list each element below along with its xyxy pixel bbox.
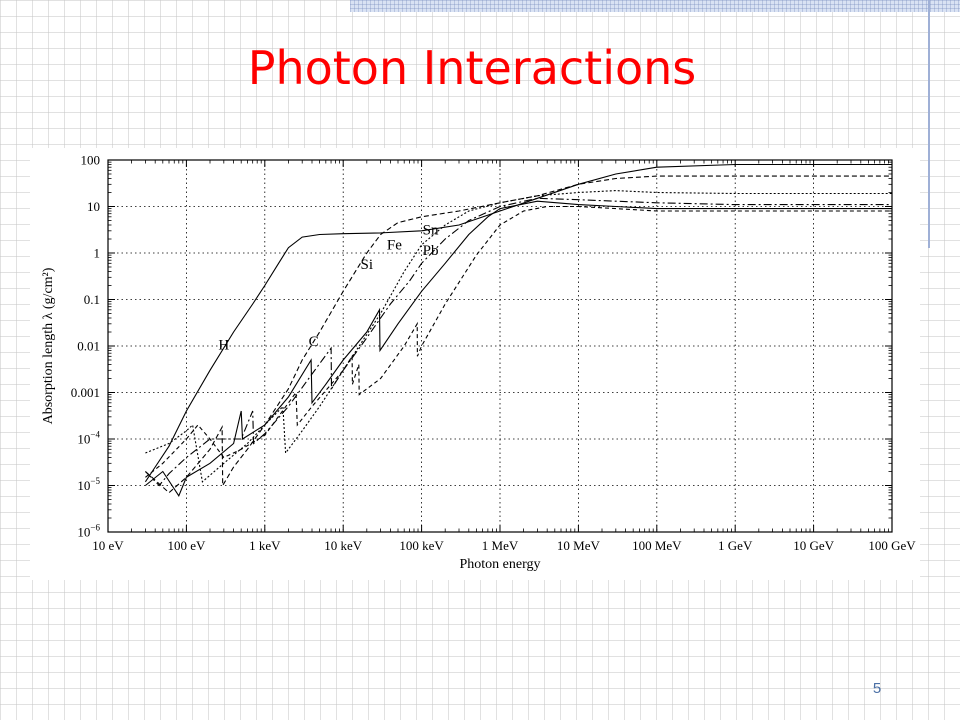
series-line-c (145, 175, 892, 494)
series-line-fe (145, 197, 892, 487)
y-tick-label: 0.1 (84, 292, 100, 307)
y-tick-label: 10−5 (77, 476, 100, 493)
series-label-pb: Pb (423, 243, 439, 259)
series-label-si: Si (361, 257, 374, 273)
y-tick-label: 100 (81, 153, 101, 168)
y-tick-label: 0.01 (77, 339, 100, 354)
x-tick-label: 10 MeV (557, 538, 601, 553)
x-tick-label: 1 MeV (482, 538, 519, 553)
top-decor-band (350, 0, 960, 12)
y-tick-label: 1 (94, 246, 101, 261)
y-tick-label: 10 (87, 199, 100, 214)
x-tick-label: 1 GeV (718, 538, 753, 553)
y-tick-label: 10−4 (77, 430, 100, 447)
series-label-sn: Sn (423, 222, 439, 238)
chart-svg: 10 eV 100 eV 1 keV 10 keV 100 keV 1 MeV 10 MeV… (41, 153, 916, 573)
x-axis-label: Photon energy (459, 557, 540, 572)
series-line-h (144, 163, 892, 483)
page-number: 5 (872, 680, 882, 697)
x-tick-label: 10 GeV (793, 538, 834, 553)
series-label-c: C (309, 334, 319, 350)
x-tick-label: 10 keV (324, 538, 363, 553)
x-tick-label: 100 MeV (632, 538, 682, 553)
absorption-length-chart: 10 eV 100 eV 1 keV 10 keV 100 keV 1 MeV 10 MeV… (30, 148, 920, 580)
side-decor-rule (928, 0, 930, 248)
x-tick-label: 100 keV (399, 538, 444, 553)
x-tick-label: 10 eV (92, 538, 124, 553)
series-line-pb (145, 205, 892, 478)
x-tick-label: 100 eV (167, 538, 206, 553)
y-tick-label: 0.001 (71, 385, 100, 400)
series-label-h: H (218, 337, 229, 353)
y-tick-label: 10−6 (77, 523, 100, 540)
y-axis-label: Absorption length λ (g/cm²) (41, 267, 56, 424)
x-tick-label: 1 keV (249, 538, 281, 553)
slide-title: Photon Interactions (247, 41, 697, 95)
x-tick-label: 100 GeV (868, 538, 916, 553)
series-line-sn (145, 200, 892, 497)
series-label-fe: Fe (387, 237, 402, 253)
series-line-si (145, 190, 892, 483)
